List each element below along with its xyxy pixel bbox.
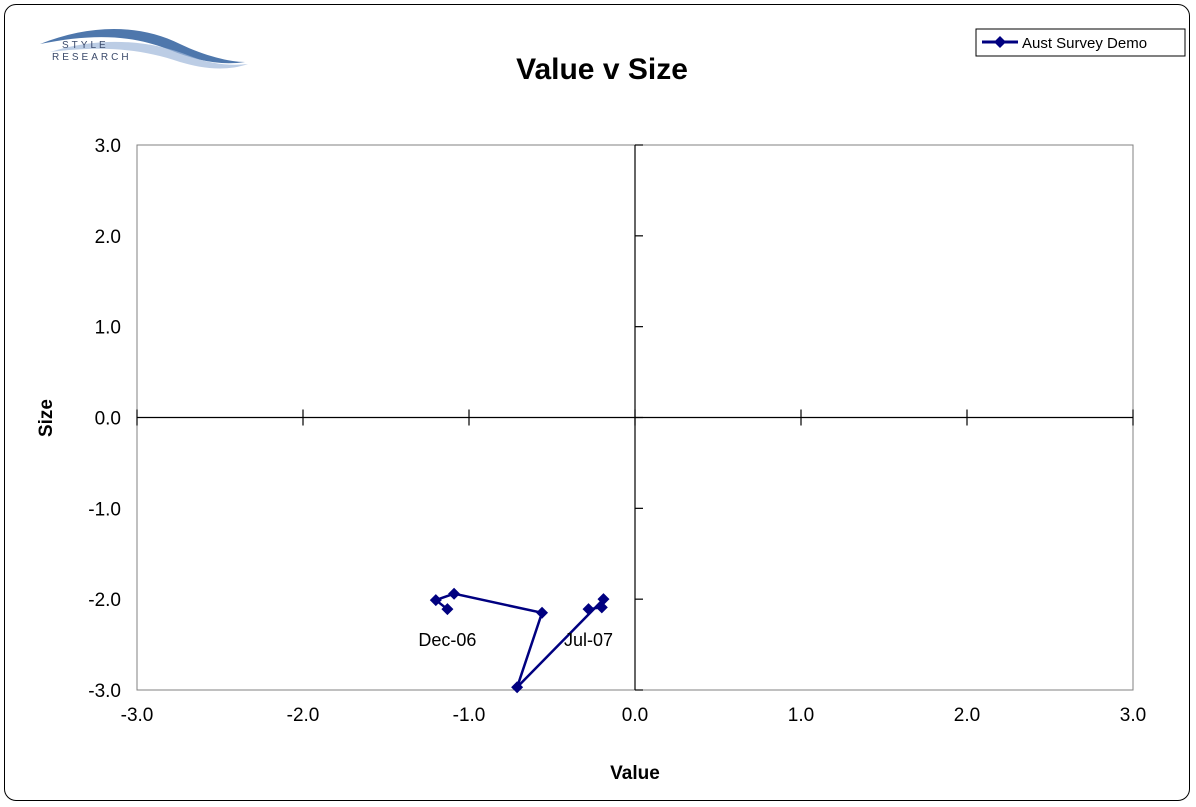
- data-point: [448, 587, 461, 600]
- logo-text-research: RESEARCH: [52, 52, 132, 63]
- style-research-logo: STYLE RESEARCH: [40, 29, 248, 69]
- x-tick-label: -3.0: [121, 705, 154, 726]
- legend-marker: [994, 36, 1006, 48]
- logo-text-style: STYLE: [62, 40, 109, 51]
- data-point: [429, 594, 442, 607]
- y-axis-title: Size: [36, 399, 57, 437]
- x-tick-label: 2.0: [954, 705, 980, 726]
- y-tick-label: -2.0: [88, 590, 121, 611]
- y-tick-label: 2.0: [95, 227, 121, 248]
- data-point: [536, 606, 549, 619]
- data-point: [582, 603, 595, 616]
- data-point: [595, 601, 608, 614]
- y-tick-label: -1.0: [88, 499, 121, 520]
- y-tick-label: 3.0: [95, 136, 121, 157]
- y-tick-label: -3.0: [88, 681, 121, 702]
- logo-swoosh-light: [50, 41, 248, 69]
- x-tick-label: -1.0: [453, 705, 486, 726]
- annotations: Dec-06 Jul-07: [418, 630, 613, 650]
- x-tick-label: 1.0: [788, 705, 814, 726]
- logo-swoosh: [40, 29, 245, 64]
- y-tick-label: 0.0: [95, 409, 121, 430]
- legend-label: Aust Survey Demo: [1022, 35, 1147, 52]
- point-annotation: Jul-07: [564, 630, 613, 650]
- legend[interactable]: Aust Survey Demo: [975, 28, 1186, 57]
- series-group: [429, 587, 610, 694]
- y-tick-label: 1.0: [95, 318, 121, 339]
- x-axis-title: Value: [610, 763, 660, 784]
- data-point: [511, 681, 524, 694]
- chart-title: Value v Size: [516, 53, 688, 86]
- data-point: [441, 603, 454, 616]
- data-point: [597, 593, 610, 606]
- chart-frame: [4, 4, 1190, 801]
- tick-labels: -3.0 -2.0 -1.0 0.0 1.0 2.0 3.0 3.0 2.0 1.0 0.0 -1.0…: [88, 136, 1146, 726]
- x-tick-label: 0.0: [622, 705, 648, 726]
- point-annotation: Dec-06: [418, 630, 476, 650]
- axes: [136, 144, 1134, 691]
- x-tick-label: 3.0: [1120, 705, 1146, 726]
- x-tick-label: -2.0: [287, 705, 320, 726]
